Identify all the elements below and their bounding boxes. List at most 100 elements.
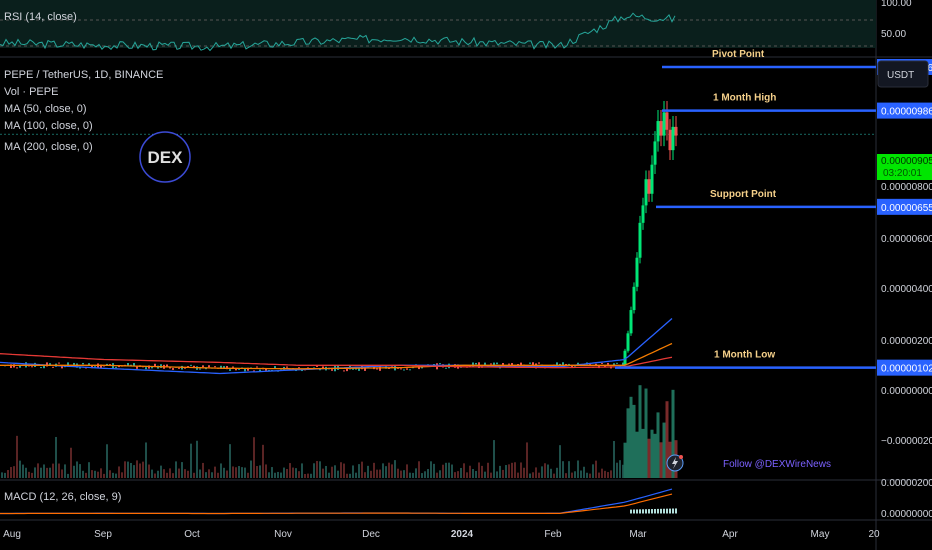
macd-hist-bar: [636, 509, 638, 514]
candle: [418, 366, 420, 370]
level-label-1: 1 Month High: [713, 93, 776, 104]
rsi-tick-100: 100.00: [881, 0, 912, 9]
volume-bar: [478, 462, 480, 478]
candle: [223, 366, 225, 369]
volume-bar: [55, 436, 57, 478]
candle: [601, 362, 603, 364]
volume-bar: [256, 466, 258, 478]
currency-button[interactable]: USDT: [877, 60, 929, 88]
volume-bar: [88, 462, 90, 478]
candle: [226, 366, 228, 370]
indicator-ma200: MA (200, close, 0): [4, 141, 93, 153]
macd-hist-bar: [630, 509, 632, 514]
volume-bar: [616, 462, 618, 478]
volume-bar: [460, 467, 462, 478]
candle: [568, 363, 570, 365]
volume-bar: [622, 464, 624, 478]
volume-bar: [166, 472, 168, 478]
candle: [319, 369, 321, 371]
volume-bar: [430, 461, 432, 478]
volume-bar: [337, 470, 339, 478]
volume-bar: [196, 440, 198, 478]
candle: [214, 366, 216, 368]
candle: [668, 129, 672, 151]
candle: [49, 363, 51, 366]
candle: [73, 362, 75, 366]
candle: [562, 362, 564, 366]
time-tick-0: Aug: [3, 529, 21, 540]
volume-bar: [511, 462, 513, 478]
candle: [127, 363, 129, 367]
volume-bar: [535, 467, 537, 478]
volume-bar: [340, 462, 342, 478]
macd-tick-0: 0.00000000: [881, 509, 932, 520]
candle: [253, 370, 255, 372]
volume-bar: [346, 473, 348, 478]
currency-label[interactable]: USDT: [887, 70, 914, 81]
volume-bar: [505, 465, 507, 478]
volume-bar: [328, 472, 330, 478]
candle: [103, 365, 105, 367]
candle: [169, 367, 171, 369]
volume-bar: [638, 385, 642, 478]
macd-hist-bar: [651, 509, 653, 514]
volume-bar: [82, 470, 84, 478]
time-tick-4: Dec: [362, 529, 380, 540]
candle: [355, 368, 357, 370]
candle: [595, 363, 597, 366]
volume-bar: [46, 467, 48, 478]
volume-bar: [262, 444, 264, 478]
dex-logo: DEX: [139, 131, 191, 183]
macd-hist-bar: [663, 508, 665, 514]
volume-bar: [223, 467, 225, 478]
candle: [502, 363, 504, 365]
candle: [346, 367, 348, 372]
candle: [265, 368, 267, 371]
candle: [671, 126, 675, 151]
candle: [136, 366, 138, 369]
volume-bar: [271, 467, 273, 478]
time-tick-2: Oct: [184, 529, 200, 540]
volume-bars: [1, 385, 678, 478]
volume-bar: [448, 462, 450, 478]
candle: [508, 363, 510, 365]
volume-bar: [538, 472, 540, 478]
volume-bar: [436, 472, 438, 478]
volume-bar: [229, 444, 231, 478]
candle: [475, 362, 477, 365]
candle: [653, 141, 657, 165]
volume-bar: [586, 472, 588, 478]
candle: [571, 365, 573, 368]
volume-bar: [169, 468, 171, 478]
time-axis[interactable]: Aug Sep Oct Nov Dec 2024 Feb Mar Apr May 20: [3, 529, 880, 540]
candle: [220, 365, 222, 369]
level-label-0: Pivot Point: [712, 49, 765, 60]
price-tick-800: 0.00000800: [881, 182, 932, 193]
macd-hist-bar: [633, 509, 635, 514]
volume-bar: [190, 443, 192, 478]
price-tick-neg200: −0.00000200: [881, 436, 932, 447]
volume-bar: [626, 408, 630, 478]
volume-bar: [547, 464, 549, 478]
time-tick-3: Nov: [274, 529, 292, 540]
volume-bar: [319, 461, 321, 478]
volume-bar: [220, 463, 222, 478]
volume-bar: [208, 469, 210, 478]
volume-bar: [289, 463, 291, 478]
volume-bar: [115, 473, 117, 478]
volume-bar: [565, 473, 567, 478]
volume-bar: [97, 471, 99, 478]
macd-tick-200: 0.00000200: [881, 478, 932, 489]
candle: [635, 257, 639, 287]
volume-bar: [49, 467, 51, 478]
volume-bar: [598, 472, 600, 478]
volume-bar: [394, 460, 396, 478]
lightning-icon[interactable]: [666, 454, 684, 472]
volume-bar: [163, 469, 165, 478]
volume-bar: [553, 473, 555, 478]
volume-bar: [514, 462, 516, 478]
volume-bar: [244, 467, 246, 478]
volume-bar: [277, 471, 279, 478]
candle: [235, 368, 237, 371]
